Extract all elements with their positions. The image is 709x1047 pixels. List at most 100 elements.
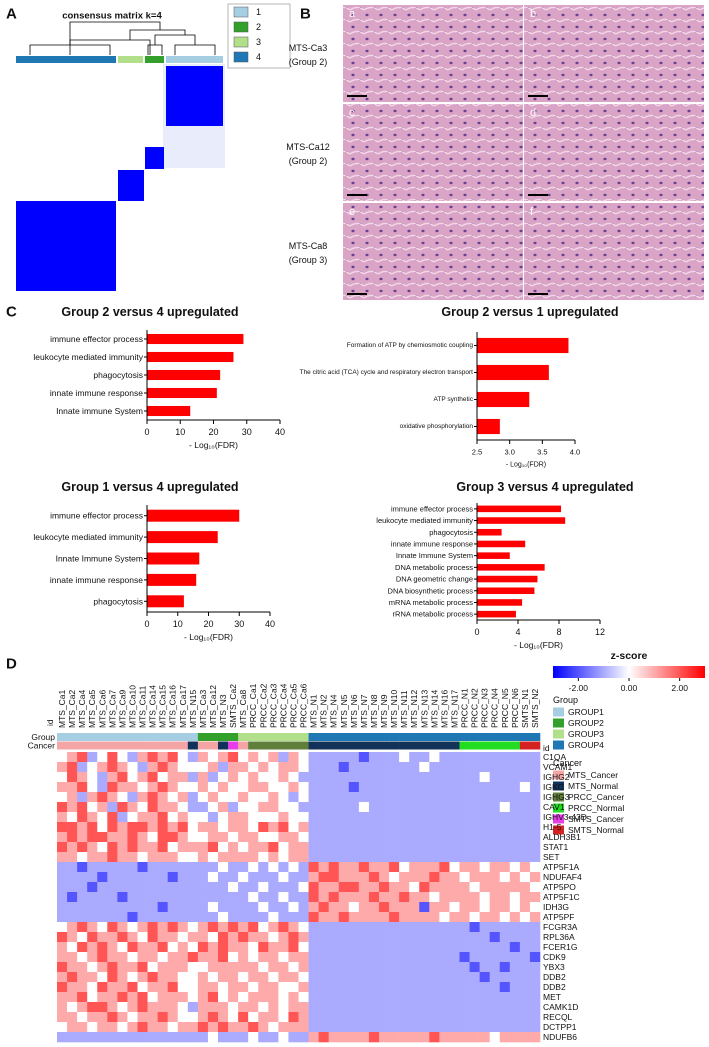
column-label: MTS_N2 <box>319 694 329 728</box>
heat-cell <box>529 872 541 883</box>
annotation-cell <box>288 733 299 741</box>
category-label: ATP synthetic <box>434 396 474 403</box>
heat-cell <box>459 1022 470 1033</box>
heat-cell <box>137 752 148 763</box>
row-label: NDUFAF4 <box>543 872 582 882</box>
sample-label: MTS-Ca3 <box>289 43 328 53</box>
heat-cell <box>459 752 470 763</box>
heat-cell <box>77 992 88 1003</box>
heat-cell <box>298 892 309 903</box>
x-tick-label: 20 <box>208 427 218 437</box>
heat-cell <box>529 752 541 763</box>
chart-title: Group 3 versus 4 upregulated <box>456 480 633 494</box>
heat-cell <box>57 822 68 833</box>
heat-cell <box>338 872 350 883</box>
heat-cell <box>187 842 199 853</box>
heat-cell <box>77 782 88 793</box>
heat-cell <box>278 772 289 783</box>
annotation-cell <box>77 733 88 741</box>
heat-cell <box>97 802 108 813</box>
heat-cell <box>429 1032 440 1043</box>
heat-cell <box>57 982 68 993</box>
column-label: MTS_N9 <box>379 694 389 728</box>
heat-cell <box>167 752 179 763</box>
heat-cell <box>238 852 249 863</box>
heat-cell <box>77 962 88 973</box>
heat-cell <box>409 902 420 913</box>
heat-cell <box>238 822 249 833</box>
heat-cell <box>117 772 128 783</box>
heat-cell <box>419 752 430 763</box>
heat-cell <box>338 1022 350 1033</box>
heat-cell <box>137 922 148 933</box>
heat-cell <box>509 992 521 1003</box>
heat-cell <box>137 842 148 853</box>
heat-cell <box>509 962 521 973</box>
heat-cell <box>409 932 420 943</box>
heat-cell <box>479 812 490 823</box>
heat-cell <box>288 752 299 763</box>
heat-cell <box>278 812 289 823</box>
heat-cell <box>187 882 199 893</box>
heat-cell <box>318 902 329 913</box>
bar <box>147 405 191 417</box>
heat-cell <box>248 852 259 863</box>
heat-cell <box>308 792 319 803</box>
heat-cell <box>429 992 440 1003</box>
heat-cell <box>529 962 541 973</box>
heat-cell <box>228 972 239 983</box>
heat-cell <box>238 1032 249 1043</box>
heat-cell <box>117 872 128 883</box>
column-label: MTS_N14 <box>429 689 439 728</box>
heat-cell <box>258 752 269 763</box>
heat-cell <box>238 932 249 943</box>
bar <box>147 387 217 399</box>
heat-cell <box>368 1022 380 1033</box>
annotation-cell <box>127 741 138 750</box>
heat-cell <box>268 822 279 833</box>
heat-cell <box>499 842 511 853</box>
x-tick-label: 3.5 <box>537 448 547 457</box>
heat-cell <box>529 982 541 993</box>
heat-cell <box>519 822 531 833</box>
heat-cell <box>288 762 299 773</box>
heat-cell <box>308 1002 319 1013</box>
bar <box>477 610 516 618</box>
heat-cell <box>318 812 329 823</box>
heat-cell <box>399 872 410 883</box>
heat-cell <box>107 992 118 1003</box>
category-label: immune effector process <box>50 334 143 344</box>
annotation-cell <box>368 733 380 741</box>
annotation-cell <box>318 741 329 750</box>
heat-cell <box>318 962 329 973</box>
heat-cell <box>268 992 279 1003</box>
heat-cell <box>57 952 68 963</box>
heat-cell <box>469 952 480 963</box>
category-label: innate immune response <box>391 539 473 548</box>
heat-cell <box>409 842 420 853</box>
bar <box>477 337 569 354</box>
heat-cell <box>248 762 259 773</box>
legend-label: PRCC_Normal <box>568 803 624 813</box>
heat-cell <box>87 772 98 783</box>
heat-cell <box>328 752 340 763</box>
heat-cell <box>389 902 400 913</box>
legend-label: GROUP3 <box>568 729 604 739</box>
heat-cell <box>358 872 370 883</box>
legend-swatch <box>553 814 564 824</box>
heat-cell <box>419 892 430 903</box>
image-letter: e <box>349 206 355 218</box>
heat-cell <box>459 872 470 883</box>
heat-cell <box>298 1002 309 1013</box>
heat-cell <box>157 982 168 993</box>
heat-cell <box>137 822 148 833</box>
heat-cell <box>87 932 98 943</box>
heat-cell <box>207 962 219 973</box>
heat-cell <box>519 782 531 793</box>
heat-cell <box>288 952 299 963</box>
heat-cell <box>177 792 189 803</box>
category-label: immune effector process <box>50 511 143 521</box>
x-tick-label: 3.0 <box>504 448 514 457</box>
heat-cell <box>127 812 138 823</box>
